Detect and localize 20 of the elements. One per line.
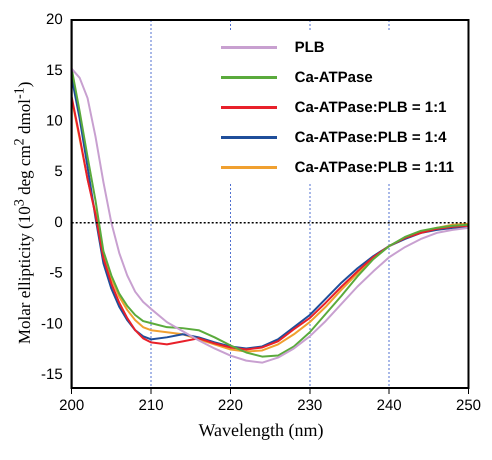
x-tick-label: 240 <box>376 397 402 414</box>
x-tick-label: 200 <box>59 397 84 414</box>
legend-label: Ca-ATPase <box>294 68 373 86</box>
y-tick-label: -5 <box>49 264 63 282</box>
x-tick-label: 250 <box>456 397 481 414</box>
y-tick-label: 5 <box>54 163 63 180</box>
x-tick-label: 210 <box>138 397 164 414</box>
y-tick-label: 0 <box>54 214 63 231</box>
x-tick-label: 230 <box>297 397 322 414</box>
legend-label: Ca-ATPase:PLB = 1:1 <box>294 98 446 116</box>
y-tick-label: 20 <box>46 11 63 28</box>
legend-label: Ca-ATPase:PLB = 1:4 <box>294 128 446 146</box>
y-tick-label: 15 <box>46 62 63 79</box>
y-tick-label: -10 <box>40 315 63 332</box>
x-tick-label: 220 <box>218 397 243 414</box>
legend-label: Ca-ATPase:PLB = 1:11 <box>294 158 454 176</box>
x-axis-title: Wavelength (nm) <box>197 420 324 441</box>
y-tick-label: -15 <box>40 366 63 383</box>
y-tick-label: 10 <box>46 112 63 130</box>
legend-label: PLB <box>294 38 325 56</box>
